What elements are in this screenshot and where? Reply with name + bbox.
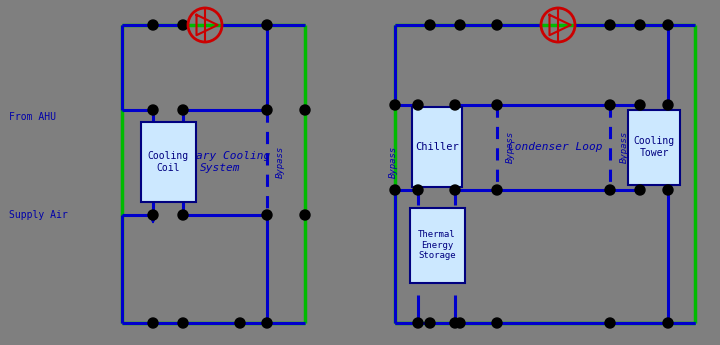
Circle shape (492, 100, 502, 110)
Circle shape (262, 20, 272, 30)
FancyBboxPatch shape (410, 207, 464, 283)
Circle shape (455, 20, 465, 30)
Circle shape (663, 318, 673, 328)
Text: Chiller: Chiller (415, 142, 459, 152)
Text: Thermal
Energy
Storage: Thermal Energy Storage (418, 230, 456, 260)
Text: Supply Air: Supply Air (9, 210, 68, 220)
Circle shape (450, 185, 460, 195)
Circle shape (148, 318, 158, 328)
Circle shape (450, 100, 460, 110)
Circle shape (663, 20, 673, 30)
Circle shape (663, 100, 673, 110)
Text: From AHU: From AHU (9, 112, 56, 122)
Circle shape (178, 105, 188, 115)
Circle shape (450, 318, 460, 328)
Circle shape (413, 185, 423, 195)
Text: Bypass: Bypass (505, 131, 515, 163)
Circle shape (492, 185, 502, 195)
Text: Bypass: Bypass (276, 146, 284, 178)
Circle shape (262, 210, 272, 220)
Text: Bypass: Bypass (619, 131, 629, 163)
Circle shape (605, 20, 615, 30)
Text: Condenser Loop: Condenser Loop (508, 142, 602, 152)
Circle shape (425, 318, 435, 328)
Circle shape (300, 210, 310, 220)
Circle shape (148, 20, 158, 30)
Circle shape (148, 210, 158, 220)
Circle shape (635, 100, 645, 110)
Text: Cooling
Coil: Cooling Coil (148, 151, 189, 173)
Circle shape (262, 105, 272, 115)
Circle shape (178, 318, 188, 328)
Circle shape (425, 20, 435, 30)
Text: Primary Cooling
System: Primary Cooling System (169, 151, 271, 173)
Circle shape (148, 105, 158, 115)
Circle shape (390, 100, 400, 110)
Circle shape (390, 185, 400, 195)
Circle shape (605, 185, 615, 195)
Circle shape (235, 318, 245, 328)
FancyBboxPatch shape (628, 109, 680, 185)
Circle shape (635, 185, 645, 195)
Circle shape (492, 318, 502, 328)
Circle shape (492, 20, 502, 30)
Circle shape (262, 318, 272, 328)
Circle shape (663, 185, 673, 195)
Circle shape (413, 100, 423, 110)
FancyBboxPatch shape (140, 122, 196, 202)
Circle shape (455, 318, 465, 328)
Circle shape (605, 100, 615, 110)
Circle shape (413, 318, 423, 328)
Circle shape (178, 210, 188, 220)
Circle shape (178, 20, 188, 30)
FancyBboxPatch shape (412, 107, 462, 187)
Circle shape (605, 318, 615, 328)
Text: Bypass: Bypass (389, 146, 397, 178)
Circle shape (635, 20, 645, 30)
Circle shape (300, 105, 310, 115)
Text: Cooling
Tower: Cooling Tower (634, 136, 675, 158)
